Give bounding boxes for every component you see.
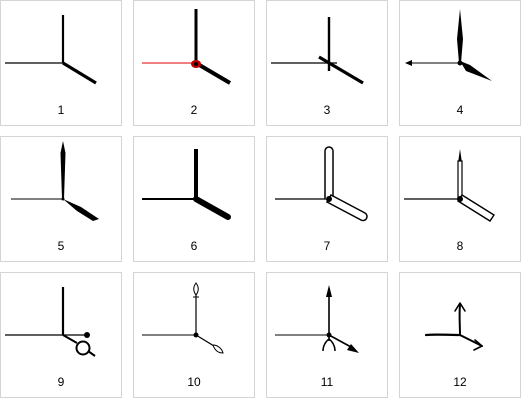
- hand-style-option-7[interactable]: 7: [266, 136, 388, 262]
- hand-style-option-9[interactable]: 9: [0, 272, 122, 398]
- style-number: 11: [320, 375, 334, 389]
- style-number: 2: [190, 103, 198, 117]
- clock-hands-leaf-icon: [11, 141, 99, 221]
- clock-hands-arrow-icon: [275, 285, 359, 353]
- style-number: 8: [456, 239, 464, 253]
- clock-hands-crossed-icon: [271, 17, 364, 85]
- clock-hands-red-second-icon: [142, 9, 232, 85]
- clock-hands-bold-icon: [142, 149, 231, 220]
- clock-hands-arrow-outline-icon: [404, 149, 495, 222]
- style-number: 7: [323, 239, 331, 253]
- clock-hands-ornate-icon: [142, 282, 224, 354]
- hand-style-option-11[interactable]: 11: [266, 272, 388, 398]
- style-number: 12: [453, 375, 467, 389]
- hand-style-option-4[interactable]: 4: [399, 0, 521, 126]
- clock-hands-thin-icon: [5, 15, 97, 85]
- hand-style-option-1[interactable]: 1: [0, 0, 122, 126]
- style-number: 10: [187, 375, 201, 389]
- style-number: 4: [456, 103, 464, 117]
- hand-style-option-10[interactable]: 10: [133, 272, 255, 398]
- clock-hands-ring-icon: [5, 287, 96, 357]
- style-number: 1: [57, 103, 65, 117]
- style-number: 3: [323, 103, 331, 117]
- hand-style-option-6[interactable]: 6: [133, 136, 255, 262]
- hand-style-option-3[interactable]: 3: [266, 0, 388, 126]
- hand-style-option-12[interactable]: 12: [399, 272, 521, 398]
- clock-hands-outline-icon: [275, 146, 368, 222]
- clock-hands-sketch-icon: [424, 302, 483, 351]
- style-number: 6: [190, 239, 198, 253]
- style-number: 5: [57, 239, 65, 253]
- hand-style-option-8[interactable]: 8: [399, 136, 521, 262]
- style-number: 9: [57, 375, 65, 389]
- hand-style-option-5[interactable]: 5: [0, 136, 122, 262]
- clock-hands-spear-icon: [405, 9, 492, 81]
- hand-style-option-2[interactable]: 2: [133, 0, 255, 126]
